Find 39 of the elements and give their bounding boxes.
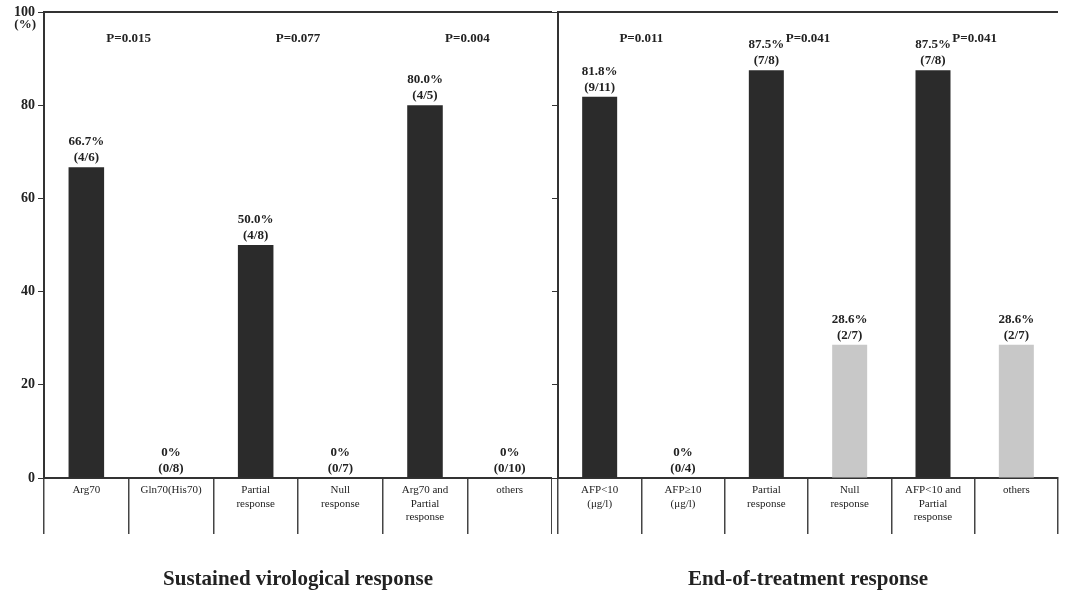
data-label: 81.8% (9/11)	[581, 62, 618, 94]
y-tick-label: 60	[21, 190, 35, 206]
data-label: 28.6% (2/7)	[998, 310, 1035, 342]
annotation: P=0.004	[445, 30, 491, 45]
y-tick-label: 40	[21, 283, 35, 299]
x-tick-label: AFP<10 and Partial response	[904, 483, 962, 522]
x-tick-label: Partial response	[236, 483, 276, 509]
x-tick-label: Partial response	[747, 483, 786, 509]
data-label: 87.5% (7/8)	[915, 36, 951, 68]
data-label: 28.6% (2/7)	[831, 310, 868, 342]
x-axis-title: Sustained virological response	[163, 565, 433, 590]
data-label: 0% (0/4)	[670, 444, 696, 475]
x-axis-title: End-of-treatment response	[687, 565, 929, 590]
x-tick-label: Arg70	[72, 483, 101, 496]
x-tick-label: Null response	[321, 483, 360, 509]
y-tick-label: 0	[28, 469, 35, 485]
x-tick-label: others	[1002, 483, 1030, 496]
annotation: P=0.011	[619, 30, 664, 45]
y-tick-label: 20	[21, 376, 35, 392]
y-axis-title: (%)	[14, 16, 36, 31]
data-label: 0% (0/10)	[493, 444, 526, 475]
annotation: P=0.041	[952, 30, 997, 45]
x-tick-label: Gln70(His70)	[140, 483, 202, 497]
y-tick-label: 80	[21, 96, 35, 112]
data-label: 87.5% (7/8)	[748, 36, 785, 68]
x-tick-label: others	[496, 483, 524, 496]
data-label: 0% (0/7)	[327, 444, 353, 475]
y-tick-label: 100	[14, 3, 35, 19]
data-label: 80.0% (4/5)	[407, 71, 443, 103]
x-tick-label: Null response	[830, 483, 870, 509]
annotation: P=0.077	[275, 30, 321, 45]
x-tick-label: Arg70 and Partial response	[401, 483, 449, 522]
annotation: P=0.015	[106, 30, 152, 45]
data-label: 66.7% (4/6)	[68, 133, 105, 165]
data-label: 50.0% (4/8)	[237, 211, 274, 242]
annotation: P=0.041	[785, 30, 831, 45]
data-label: 0% (0/8)	[158, 444, 184, 475]
x-tick-label: AFP<10 (μg/l)	[580, 483, 619, 510]
x-tick-label: AFP≥10 (μg/l)	[664, 483, 703, 510]
